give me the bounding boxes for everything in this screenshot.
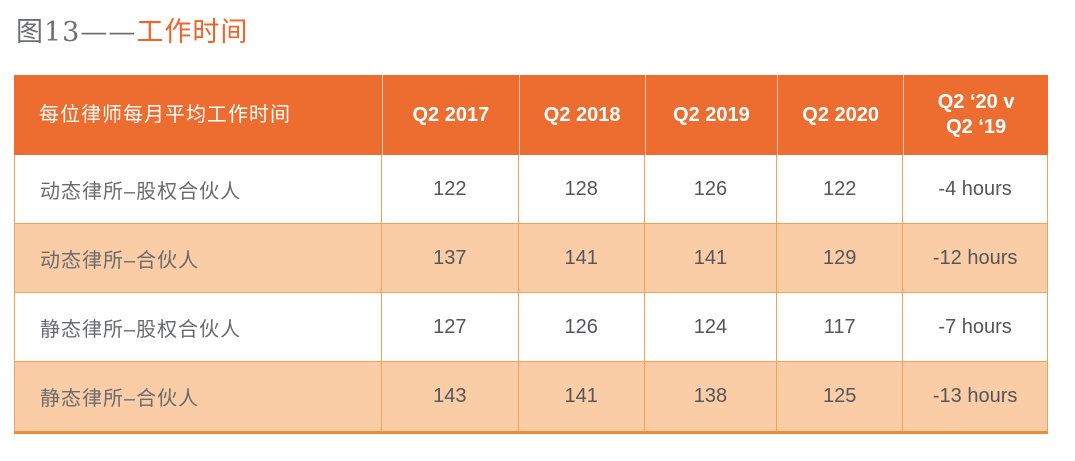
cell-value: -4 hours <box>903 155 1048 224</box>
cell-value: 124 <box>644 293 778 362</box>
header-cell-compare: Q2 ‘20 v Q2 ‘19 <box>903 75 1048 155</box>
cell-value: 117 <box>777 293 904 362</box>
working-hours-table-wrapper: 每位律师每月平均工作时间 Q2 2017 Q2 2018 Q2 2019 Q2 … <box>14 75 1075 434</box>
header-cell-q2-2019: Q2 2019 <box>644 75 778 155</box>
cell-value: -12 hours <box>903 224 1048 293</box>
table-row: 静态律所–合伙人 143 141 138 125 -13 hours <box>14 362 1048 431</box>
table-row: 静态律所–股权合伙人 127 126 124 117 -7 hours <box>14 293 1048 362</box>
header-cell-q2-2018: Q2 2018 <box>518 75 645 155</box>
cell-value: 143 <box>382 362 519 431</box>
figure-title-text: 工作时间 <box>136 17 249 48</box>
cell-value: 127 <box>382 293 519 362</box>
cell-value: 129 <box>777 224 904 293</box>
row-label: 动态律所–合伙人 <box>14 224 383 293</box>
row-label: 静态律所–股权合伙人 <box>14 293 383 362</box>
table-row: 动态律所–合伙人 137 141 141 129 -12 hours <box>14 224 1048 293</box>
header-cell-q2-2020: Q2 2020 <box>777 75 904 155</box>
cell-value: 141 <box>518 362 645 431</box>
cell-value: 122 <box>382 155 519 224</box>
cell-value: 141 <box>644 224 778 293</box>
cell-value: -7 hours <box>903 293 1048 362</box>
cell-value: 126 <box>644 155 778 224</box>
cell-value: 125 <box>777 362 904 431</box>
cell-value: 137 <box>382 224 519 293</box>
table-header-row: 每位律师每月平均工作时间 Q2 2017 Q2 2018 Q2 2019 Q2 … <box>14 75 1048 155</box>
cell-value: 141 <box>518 224 645 293</box>
figure-title-number: 图13—— <box>16 17 137 48</box>
row-label: 静态律所–合伙人 <box>14 362 383 431</box>
working-hours-table: 每位律师每月平均工作时间 Q2 2017 Q2 2018 Q2 2019 Q2 … <box>14 75 1048 434</box>
row-label: 动态律所–股权合伙人 <box>14 155 383 224</box>
table-row: 动态律所–股权合伙人 122 128 126 122 -4 hours <box>14 155 1048 224</box>
header-cell-q2-2017: Q2 2017 <box>382 75 519 155</box>
header-cell-label: 每位律师每月平均工作时间 <box>14 75 383 155</box>
cell-value: 128 <box>518 155 645 224</box>
cell-value: 138 <box>644 362 778 431</box>
cell-value: 122 <box>777 155 904 224</box>
cell-value: 126 <box>518 293 645 362</box>
figure-title: 图13——工作时间 <box>16 10 1075 49</box>
cell-value: -13 hours <box>903 362 1048 431</box>
